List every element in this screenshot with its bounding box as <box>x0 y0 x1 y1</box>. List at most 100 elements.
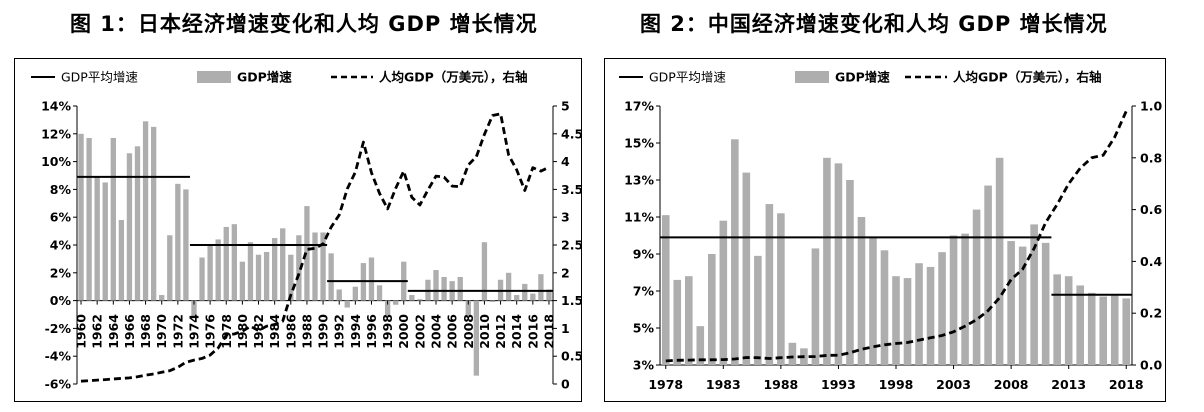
y-right-tick-label: 1.5 <box>561 293 581 308</box>
gdp-growth-bar <box>134 146 141 301</box>
gdp-growth-bar <box>514 295 520 301</box>
gdp-growth-bar <box>961 233 969 365</box>
gdp-growth-bar <box>546 289 552 301</box>
gdp-growth-bar <box>903 278 912 365</box>
x-tick-label: 2002 <box>412 314 427 349</box>
x-tick-label: 2000 <box>396 314 411 349</box>
china-gdp-chart: GDP平均增速 GDP增速 人均GDP（万美元），右轴 3% 5% 7% 9% 11% 13% 1… <box>619 70 1162 392</box>
x-tick-label: 1992 <box>332 314 347 349</box>
gdp-growth-bar <box>846 180 854 365</box>
gdp-growth-bar <box>869 237 877 365</box>
gdp-growth-bar <box>199 257 205 301</box>
x-tick-label: 2006 <box>445 314 460 349</box>
gdp-growth-bar <box>344 300 350 308</box>
gdp-growth-bar <box>892 276 900 365</box>
x-tick-label: 1980 <box>235 314 250 349</box>
gdp-growth-bar <box>280 228 286 301</box>
x-tick-label: 2013 <box>1051 377 1086 392</box>
gdp-growth-bar <box>288 254 294 301</box>
x-tick-label: 1964 <box>106 314 121 349</box>
x-tick-label: 1962 <box>90 314 105 349</box>
y-left-tick-label: -4% <box>45 349 72 364</box>
gdp-growth-bar <box>86 137 92 301</box>
x-tick-label: 2003 <box>936 377 971 392</box>
x-tick-label: 1993 <box>821 377 856 392</box>
gdp-growth-bar <box>296 235 302 301</box>
x-tick-label: 1986 <box>283 314 298 349</box>
gdp-growth-bar <box>473 300 480 376</box>
y-left-tick-label: 9% <box>633 247 655 262</box>
x-tick-label: 2016 <box>525 314 540 349</box>
x-tick-label: 1988 <box>299 314 314 349</box>
gdp-growth-bar <box>777 213 785 365</box>
gdp-growth-bar <box>530 293 536 301</box>
gdp-growth-bar <box>247 242 254 301</box>
gdp-growth-bar <box>457 276 463 301</box>
gdp-growth-bar <box>522 283 528 301</box>
x-tick-label: 1972 <box>170 314 185 349</box>
gdp-growth-bar <box>150 126 157 301</box>
gdp-growth-bar <box>409 295 415 301</box>
gdp-growth-bar <box>1076 285 1084 365</box>
y-right-tick-label: 3 <box>561 210 570 225</box>
x-tick-label: 1970 <box>154 314 169 349</box>
legend-gdp-growth-label: GDP增速 <box>835 70 890 85</box>
gdp-growth-bar <box>94 176 100 301</box>
y-left-tick-label: 6% <box>50 210 72 225</box>
gdp-growth-bar <box>1110 294 1119 365</box>
y-right-tick-label: 0.4 <box>1140 254 1162 269</box>
gdp-growth-bar <box>1087 292 1096 365</box>
gdp-growth-bar <box>823 157 831 365</box>
x-tick-label: 2010 <box>477 314 492 349</box>
gdp-growth-bar <box>661 215 670 365</box>
y-right-tick-label: 1 <box>561 321 570 336</box>
gdp-growth-bar <box>159 295 165 301</box>
x-tick-label: 1983 <box>706 377 741 392</box>
x-tick-label: 1974 <box>186 314 201 349</box>
gdp-growth-bar <box>417 299 423 301</box>
y-right-tick-label: 0.2 <box>1140 306 1162 321</box>
gdp-growth-bar <box>352 286 359 301</box>
y-right-tick-label: 4 <box>561 154 570 169</box>
gdp-growth-bar <box>110 137 116 301</box>
legend-per-capita-label: 人均GDP（万美元），右轴 <box>379 70 528 85</box>
gdp-growth-bar <box>995 157 1004 365</box>
gdp-growth-bar <box>1064 276 1073 365</box>
chart-1-title: 图 1：日本经济增速变化和人均 GDP 增长情况 <box>70 12 538 36</box>
y-left-tick-label: 7% <box>633 284 655 299</box>
gdp-growth-bar <box>938 252 946 365</box>
per-capita-gdp-line <box>665 110 1128 363</box>
gdp-growth-bar <box>926 266 935 365</box>
y-left-tick-label: 12% <box>41 126 71 141</box>
gdp-growth-bar <box>102 182 108 301</box>
x-tick-label: 1976 <box>203 314 218 349</box>
x-tick-label: 1996 <box>364 314 379 349</box>
y-right-tick-label: 0.8 <box>1140 150 1162 165</box>
x-tick-label: 1998 <box>380 314 395 349</box>
gdp-growth-bar <box>376 285 383 301</box>
gdp-growth-bar <box>118 219 125 301</box>
gdp-growth-bar <box>1053 274 1061 365</box>
gdp-growth-bar <box>126 153 133 301</box>
per-capita-gdp-line <box>80 112 550 383</box>
gdp-growth-bar <box>788 342 797 365</box>
gdp-growth-bar <box>915 263 923 365</box>
gdp-growth-bar <box>754 255 762 365</box>
gdp-growth-bar <box>489 300 496 302</box>
japan-gdp-chart-panel: GDP平均增速 GDP增速 人均GDP（万美元），右轴 -6% -4% -2% 0% 2% 4%… <box>14 58 583 402</box>
x-tick-label: 1982 <box>251 314 266 349</box>
gdp-growth-bar <box>857 217 866 365</box>
gdp-growth-bar <box>972 209 981 365</box>
gdp-growth-bar <box>78 133 84 301</box>
gdp-growth-bar <box>328 253 334 301</box>
legend-average-label: GDP平均增速 <box>61 70 138 85</box>
y-left-tick-label: 15% <box>624 136 654 151</box>
y-left-tick-label: 14% <box>41 99 71 114</box>
gdp-growth-bar <box>505 272 512 301</box>
x-tick-label: 1998 <box>879 377 914 392</box>
y-left-tick-label: 2% <box>50 265 72 280</box>
legend-gdp-growth-swatch <box>197 71 231 83</box>
gdp-growth-bar <box>384 300 391 316</box>
x-tick-label: 2014 <box>509 314 524 349</box>
gdp-growth-bar <box>393 300 399 305</box>
